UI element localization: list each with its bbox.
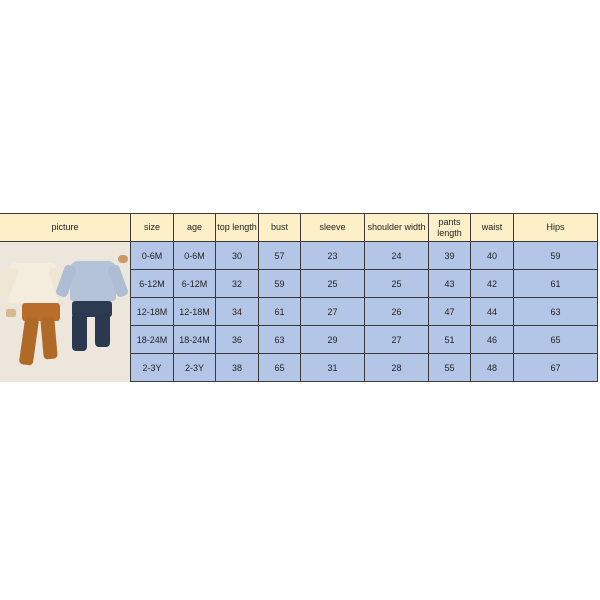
- header-picture: picture: [0, 213, 131, 242]
- cell-hips: 63: [513, 297, 598, 326]
- cell-pants-length: 51: [428, 325, 471, 354]
- cell-waist: 44: [470, 297, 514, 326]
- cell-hips: 61: [513, 269, 598, 298]
- header-waist: waist: [470, 213, 514, 242]
- cell-hips: 67: [513, 353, 598, 382]
- cell-pants-length: 55: [428, 353, 471, 382]
- cell-pants-length: 47: [428, 297, 471, 326]
- cell-size: 2-3Y: [130, 353, 174, 382]
- header-shoulder-width: shoulder width: [364, 213, 429, 242]
- header-size: size: [130, 213, 174, 242]
- header-top-length: top length: [215, 213, 259, 242]
- cell-waist: 42: [470, 269, 514, 298]
- cell-shoulder-width: 28: [364, 353, 429, 382]
- table-row: 6-12M 6-12M 32 59 25 25 43 42 61: [0, 269, 598, 298]
- cell-bust: 59: [258, 269, 301, 298]
- cell-top-length: 38: [215, 353, 259, 382]
- table-row: 12-18M 12-18M 34 61 27 26 47 44 63: [0, 297, 598, 326]
- cell-hips: 65: [513, 325, 598, 354]
- cell-pants-length: 39: [428, 241, 471, 270]
- cell-waist: 46: [470, 325, 514, 354]
- cell-size: 0-6M: [130, 241, 174, 270]
- cell-shoulder-width: 27: [364, 325, 429, 354]
- cell-pants-length: 43: [428, 269, 471, 298]
- size-chart-table: picture size age top length bust sleeve …: [0, 213, 598, 382]
- cell-shoulder-width: 25: [364, 269, 429, 298]
- cell-top-length: 36: [215, 325, 259, 354]
- cell-shoulder-width: 24: [364, 241, 429, 270]
- header-age: age: [173, 213, 216, 242]
- clothing-photo: [0, 242, 130, 381]
- header-hips: Hips: [513, 213, 598, 242]
- cell-shoulder-width: 26: [364, 297, 429, 326]
- cell-age: 2-3Y: [173, 353, 216, 382]
- cell-size: 12-18M: [130, 297, 174, 326]
- cell-bust: 65: [258, 353, 301, 382]
- table-row: 18-24M 18-24M 36 63 29 27 51 46 65: [0, 325, 598, 354]
- header-sleeve: sleeve: [300, 213, 365, 242]
- product-picture: [0, 241, 131, 382]
- cell-sleeve: 23: [300, 241, 365, 270]
- header-bust: bust: [258, 213, 301, 242]
- cell-waist: 40: [470, 241, 514, 270]
- cell-top-length: 32: [215, 269, 259, 298]
- cell-age: 0-6M: [173, 241, 216, 270]
- cell-size: 6-12M: [130, 269, 174, 298]
- table-row: 2-3Y 2-3Y 38 65 31 28 55 48 67: [0, 353, 598, 382]
- header-row: picture size age top length bust sleeve …: [0, 213, 598, 242]
- cell-sleeve: 31: [300, 353, 365, 382]
- cell-sleeve: 27: [300, 297, 365, 326]
- table-row: 0-6M 0-6M 30 57 23 24 39 40 59: [0, 241, 598, 382]
- cell-top-length: 34: [215, 297, 259, 326]
- cell-bust: 57: [258, 241, 301, 270]
- cell-sleeve: 29: [300, 325, 365, 354]
- cell-bust: 63: [258, 325, 301, 354]
- cell-age: 18-24M: [173, 325, 216, 354]
- cell-top-length: 30: [215, 241, 259, 270]
- cell-sleeve: 25: [300, 269, 365, 298]
- cell-size: 18-24M: [130, 325, 174, 354]
- cell-hips: 59: [513, 241, 598, 270]
- cell-age: 6-12M: [173, 269, 216, 298]
- cell-age: 12-18M: [173, 297, 216, 326]
- cell-waist: 48: [470, 353, 514, 382]
- header-pants-length: pants length: [428, 213, 471, 242]
- cell-bust: 61: [258, 297, 301, 326]
